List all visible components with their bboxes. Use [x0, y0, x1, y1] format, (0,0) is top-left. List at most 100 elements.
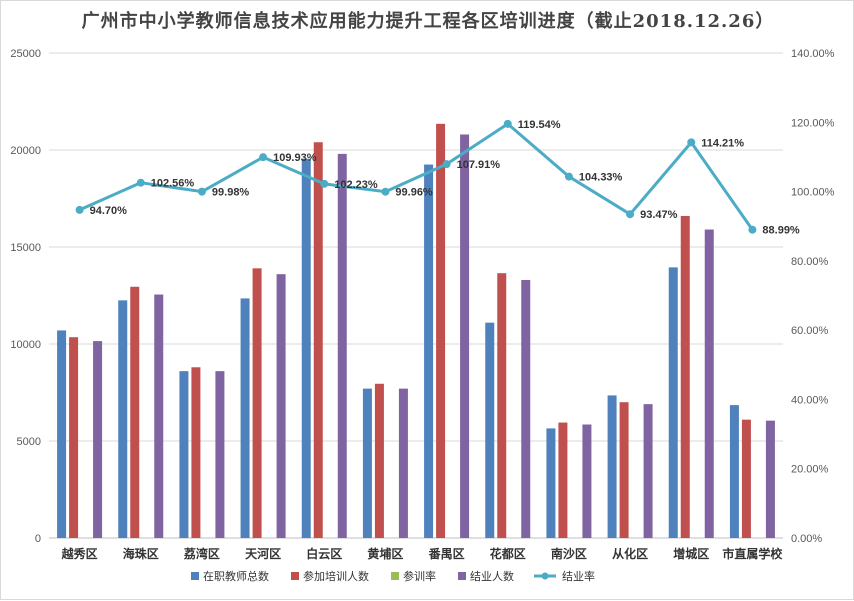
line-point: [687, 138, 696, 147]
category-label: 海珠区: [123, 546, 159, 561]
data-label: 107.91%: [457, 159, 501, 171]
line-point: [503, 119, 512, 128]
bar: [337, 153, 347, 538]
bar: [57, 330, 67, 538]
right-axis-tick-label: 80.00%: [791, 256, 829, 268]
bar: [558, 422, 568, 538]
bar: [729, 405, 739, 538]
left-axis-tick-label: 10000: [10, 339, 41, 351]
bar: [680, 215, 690, 538]
bar: [69, 337, 79, 538]
line-point: [197, 187, 206, 196]
line-series-path: [78, 122, 754, 231]
data-label: 119.54%: [518, 119, 561, 131]
data-label: 114.21%: [701, 137, 744, 149]
left-axis-tick-label: 25000: [10, 48, 41, 60]
category-label: 花都区: [490, 546, 526, 561]
bar: [301, 158, 311, 539]
legend-swatch: [391, 572, 399, 580]
legend-label: 在职教师总数: [203, 569, 269, 583]
legend-swatch: [541, 572, 549, 580]
bar: [497, 273, 507, 538]
bar: [130, 286, 140, 538]
bar: [460, 134, 470, 539]
data-label: 104.33%: [579, 172, 623, 184]
category-label: 市直属学校: [722, 546, 783, 561]
bar: [546, 428, 556, 538]
bar: [240, 298, 250, 538]
legend-swatch: [191, 572, 199, 580]
legend-label: 参训率: [403, 569, 436, 583]
line-point: [442, 160, 451, 169]
line-point: [136, 178, 145, 187]
bar: [313, 142, 323, 539]
data-label: 102.56%: [151, 178, 195, 190]
data-label: 109.93%: [273, 152, 317, 164]
bar: [668, 267, 678, 538]
legend-label: 结业人数: [470, 570, 514, 583]
bar: [424, 164, 434, 539]
right-axis-tick-label: 60.00%: [791, 325, 829, 337]
bar: [362, 388, 372, 538]
right-axis-tick-label: 40.00%: [791, 394, 829, 406]
bar: [765, 420, 775, 538]
bar: [704, 229, 714, 539]
right-axis-tick-label: 100.00%: [791, 187, 835, 199]
category-label: 白云区: [306, 546, 342, 561]
category-label: 增城区: [673, 546, 709, 561]
line-point: [381, 187, 390, 196]
line-point: [626, 210, 635, 219]
category-label: 从化区: [612, 546, 648, 561]
bar: [374, 383, 384, 538]
category-label: 番禺区: [428, 546, 465, 561]
line-point: [259, 153, 268, 162]
line-point: [748, 225, 757, 234]
left-axis-tick-label: 20000: [10, 145, 41, 157]
bar: [276, 274, 286, 538]
left-axis-tick-label: 15000: [10, 242, 41, 254]
line-point: [320, 179, 329, 188]
left-axis-tick-label: 5000: [17, 436, 41, 448]
legend-swatch: [291, 572, 299, 580]
legend-swatch: [458, 572, 466, 580]
left-axis-tick-label: 0: [35, 533, 41, 545]
category-label: 天河区: [245, 546, 281, 561]
bar: [191, 367, 201, 538]
line-point: [564, 172, 573, 181]
legend-label: 参加培训人数: [303, 569, 369, 583]
bar: [607, 395, 617, 538]
bar: [93, 341, 103, 538]
bar: [619, 402, 629, 538]
data-label: 93.47%: [640, 209, 678, 221]
category-label: 荔湾区: [183, 546, 220, 561]
data-label: 88.99%: [762, 225, 800, 237]
legend-label: 结业率: [562, 569, 595, 583]
bar: [485, 322, 495, 538]
right-axis-tick-label: 140.00%: [791, 48, 835, 60]
bar: [179, 371, 189, 538]
data-label: 99.96%: [395, 187, 433, 199]
category-label: 越秀区: [61, 546, 98, 561]
bar: [582, 424, 592, 538]
line-point: [75, 205, 84, 214]
bar: [215, 371, 225, 538]
chart-title: 广州市中小学教师信息技术应用能力提升工程各区培训进度（截止2018.12.26）: [81, 11, 775, 32]
data-label: 99.98%: [212, 187, 250, 199]
bar: [398, 388, 408, 538]
bar: [741, 419, 751, 538]
category-label: 黄埔区: [367, 546, 403, 561]
right-axis-tick-label: 120.00%: [791, 117, 835, 129]
bar: [521, 279, 531, 538]
bar: [643, 404, 653, 538]
right-axis-tick-label: 0.00%: [791, 533, 822, 545]
right-axis-tick-label: 20.00%: [791, 464, 829, 476]
bar: [252, 268, 262, 538]
category-label: 南沙区: [551, 546, 587, 561]
data-label: 94.70%: [90, 205, 128, 217]
data-label: 102.23%: [334, 179, 378, 191]
bar: [118, 300, 128, 538]
bar: [436, 123, 446, 538]
bar: [154, 294, 164, 538]
